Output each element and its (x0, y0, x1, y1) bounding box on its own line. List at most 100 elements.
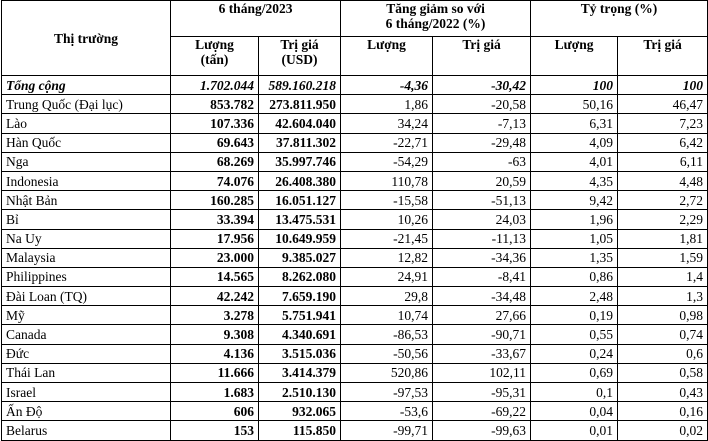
value-cell: 12,82 (340, 247, 434, 268)
value-cell: -69,22 (432, 401, 532, 422)
value-cell: 42.242 (170, 286, 259, 307)
value-cell: 0,04 (530, 401, 619, 422)
market-cell: Nga (1, 151, 171, 172)
value-cell: 100 (530, 74, 619, 96)
value-cell: 3.515.036 (257, 343, 342, 364)
value-cell: 1,96 (530, 209, 619, 230)
value-cell: 520,86 (340, 362, 434, 384)
value-cell: 153 (170, 420, 259, 441)
value-cell: 102,11 (432, 362, 532, 384)
header-cell: Trị giá (617, 36, 708, 76)
market-cell: Hàn Quốc (1, 132, 171, 153)
table-row: Nga 68.269 35.997.746 -54,29 -63 4,01 6,11 (1, 151, 708, 172)
market-cell: Na Uy (1, 228, 171, 249)
value-cell: 34,24 (340, 113, 434, 134)
market-cell: Nhật Bản (1, 190, 171, 211)
value-cell: 0,69 (530, 362, 619, 384)
market-cell: Ấn Độ (1, 401, 171, 422)
table-row: Hàn Quốc 69.643 37.811.302 -22,71 -29,48 4,09… (1, 132, 708, 153)
value-cell: -8,41 (432, 266, 532, 288)
market-cell: Đức (1, 343, 171, 364)
value-cell: 27,66 (432, 305, 532, 326)
value-cell: 589.160.218 (257, 74, 342, 96)
value-cell: 35.997.746 (257, 151, 342, 172)
value-cell: 853.782 (170, 94, 259, 115)
value-cell: 37.811.302 (257, 132, 342, 153)
value-cell: 4.340.691 (257, 324, 342, 345)
table-row: Ấn Độ 606 932.065 -53,6 -69,22 0,04 0,16 (1, 401, 708, 422)
market-cell: Trung Quốc (Đại lục) (1, 94, 171, 115)
value-cell: -34,36 (432, 247, 532, 268)
market-cell: Israel (1, 381, 171, 403)
table-row: Đức 4.136 3.515.036 -50,56 -33,67 0,24 0,6 (1, 343, 708, 364)
value-cell: -99,63 (432, 420, 532, 441)
market-cell: Bỉ (1, 209, 171, 230)
value-cell: -63 (432, 151, 532, 172)
table-row: Malaysia 23.000 9.385.027 12,82 -34,36 1,35 1,… (1, 247, 708, 268)
value-cell: 26.408.380 (257, 170, 342, 192)
value-cell: 4,01 (530, 151, 619, 172)
market-cell: Đài Loan (TQ) (1, 286, 171, 307)
value-cell: -51,13 (432, 190, 532, 211)
header-cell: Trị giá (432, 36, 532, 76)
value-cell: -4,36 (340, 74, 434, 96)
value-cell: -53,6 (340, 401, 434, 422)
value-cell: 10.649.959 (257, 228, 342, 249)
value-cell: 0,98 (617, 305, 708, 326)
value-cell: 1,4 (617, 266, 708, 288)
value-cell: 23.000 (170, 247, 259, 268)
table-row: Thái Lan 11.666 3.414.379 520,86 102,11 0,69 0… (1, 362, 708, 384)
header-cell: Tỷ trọng (%) (530, 0, 708, 37)
value-cell: 4,48 (617, 170, 708, 192)
value-cell: 1,35 (530, 247, 619, 268)
market-cell: Belarus (1, 420, 171, 441)
value-cell: 24,03 (432, 209, 532, 230)
value-cell: 0,01 (530, 420, 619, 441)
market-cell: Malaysia (1, 247, 171, 268)
value-cell: 9,42 (530, 190, 619, 211)
table-row: Belarus 153 115.850 -99,71 -99,63 0,01 0,02 (1, 420, 708, 441)
value-cell: 14.565 (170, 266, 259, 288)
value-cell: -29,48 (432, 132, 532, 153)
value-cell: -22,71 (340, 132, 434, 153)
table-row: Tổng cộng 1.702.044 589.160.218 -4,36 -30,42… (1, 74, 708, 96)
value-cell: 3.278 (170, 305, 259, 326)
value-cell: -15,58 (340, 190, 434, 211)
value-cell: 13.475.531 (257, 209, 342, 230)
table-row: Nhật Bản 160.285 16.051.127 -15,58 -51,13 9,4… (1, 190, 708, 211)
table-row: Trung Quốc (Đại lục) 853.782 273.811.950 1,… (1, 94, 708, 115)
value-cell: 9.385.027 (257, 247, 342, 268)
value-cell: -11,13 (432, 228, 532, 249)
header-cell: Lượng (tấn) (170, 36, 259, 76)
value-cell: 0,74 (617, 324, 708, 345)
value-cell: 273.811.950 (257, 94, 342, 115)
table-row: Israel 1.683 2.510.130 -97,53 -95,31 0,1 0,43 (1, 381, 708, 403)
value-cell: 1,05 (530, 228, 619, 249)
header-cell: Lượng (340, 36, 434, 76)
value-cell: 69.643 (170, 132, 259, 153)
value-cell: 0,58 (617, 362, 708, 384)
value-cell: 107.336 (170, 113, 259, 134)
value-cell: -34,48 (432, 286, 532, 307)
value-cell: 42.604.040 (257, 113, 342, 134)
value-cell: -54,29 (340, 151, 434, 172)
table-row: Lào 107.336 42.604.040 34,24 -7,13 6,31 7,23 (1, 113, 708, 134)
value-cell: 4,09 (530, 132, 619, 153)
value-cell: 24,91 (340, 266, 434, 288)
value-cell: 2,29 (617, 209, 708, 230)
value-cell: 16.051.127 (257, 190, 342, 211)
table-row: Đài Loan (TQ) 42.242 7.659.190 29,8 -34,48 2,… (1, 286, 708, 307)
value-cell: -7,13 (432, 113, 532, 134)
value-cell: 4.136 (170, 343, 259, 364)
value-cell: 0,24 (530, 343, 619, 364)
market-cell: Philippines (1, 266, 171, 288)
value-cell: -97,53 (340, 381, 434, 403)
market-cell: Mỹ (1, 305, 171, 326)
value-cell: -86,53 (340, 324, 434, 345)
value-cell: -33,67 (432, 343, 532, 364)
value-cell: 932.065 (257, 401, 342, 422)
value-cell: 0,16 (617, 401, 708, 422)
value-cell: -90,71 (432, 324, 532, 345)
market-cell: Indonesia (1, 170, 171, 192)
